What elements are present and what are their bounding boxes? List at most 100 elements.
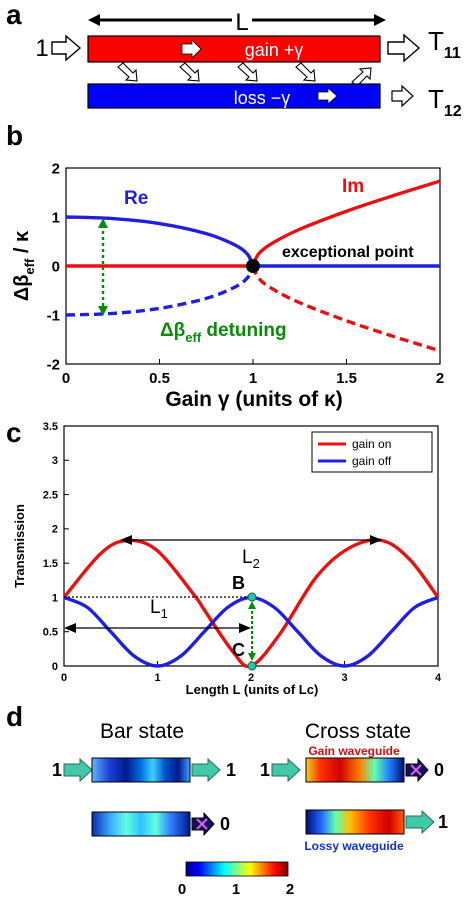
chart-c-ylabel: Transmission [12, 504, 27, 588]
y-tick-label: 2.5 [43, 489, 58, 501]
length-label: L [235, 9, 248, 36]
bar-input-arrow-icon [63, 757, 93, 783]
panel-a: a L 1 gain +γ loss −γ T11 T12 [6, 0, 462, 120]
x-tick-label: 3 [341, 672, 347, 684]
re-label: Re [124, 188, 148, 209]
input-arrow-icon [51, 34, 82, 62]
cross-lower-waveguide [305, 809, 405, 835]
legend-gain-off: gain off [352, 454, 392, 468]
bar-upper-waveguide [91, 757, 191, 783]
y-tick-label: 3.5 [43, 421, 58, 433]
x-tick-label: 2 [436, 370, 444, 387]
coupling-arrow-icon [237, 62, 258, 82]
coupling-arrows [117, 62, 372, 87]
y-tick-label: 2 [52, 160, 60, 177]
panel-b: b 0 0.5 1 1.5 2 -2 -1 0 1 2 Re Im exceptional poi… [6, 120, 444, 411]
l2-label: L2 [242, 547, 260, 571]
exceptional-point-marker [246, 259, 260, 273]
panel-c-label: c [6, 417, 22, 448]
x-tick-label: 1 [154, 672, 160, 684]
chart-c-ticks: 0 1 2 3 4 0 0.5 1 1.5 2 2.5 3 3.5 [43, 421, 442, 684]
detuning-arrowhead-up [98, 218, 108, 228]
bar-input-label: 1 [52, 760, 62, 780]
detuning-arrowhead-down [98, 306, 108, 316]
input-label: 1 [35, 35, 48, 62]
length-arrowhead-left [88, 14, 100, 26]
ep-label: exceptional point [282, 244, 414, 261]
colorbar-tick: 0 [178, 881, 186, 898]
coupling-arrow-icon [295, 62, 316, 82]
colorbar-tick: 1 [232, 881, 240, 898]
x-tick-label: 0.5 [149, 370, 170, 387]
lossy-waveguide-label: Lossy waveguide [304, 839, 404, 853]
length-arrowhead-right [374, 14, 386, 26]
series-line-1 [65, 265, 255, 317]
y-tick-label: 3 [52, 455, 58, 467]
x-tick-label: 0 [61, 672, 67, 684]
coupling-arrow-icon [117, 62, 138, 82]
x-tick-label: 0 [62, 370, 70, 387]
output-arrow-upper-icon [387, 33, 421, 63]
cross-input-label: 1 [260, 760, 270, 780]
y-tick-label: 0.5 [43, 627, 58, 639]
y-tick-label: -2 [47, 356, 60, 373]
panel-c: c 0 1 2 3 4 0 0.5 1 1.5 2 2.5 3 3.5 L2 L1 B C gain o… [6, 417, 442, 697]
output-t12: T12 [428, 84, 462, 120]
point-c-marker [247, 661, 257, 671]
chart-b-ticks: 0 0.5 1 1.5 2 -2 -1 0 1 2 [47, 160, 445, 387]
output-arrow-lower-icon [391, 84, 414, 108]
cross-lower-output-label: 1 [438, 812, 448, 832]
chart-b-xlabel: Gain γ (units of κ) [165, 388, 342, 411]
panel-d-label: d [6, 701, 23, 732]
cross-lower-output-arrow-icon [405, 809, 435, 835]
blocked-cross-icon [410, 764, 422, 776]
x-tick-label: 1.5 [336, 370, 357, 387]
y-tick-label: -1 [47, 307, 60, 324]
point-c-label: C [232, 640, 245, 660]
cross-state-title: Cross state [305, 720, 411, 743]
y-tick-label: 1.5 [43, 558, 58, 570]
im-label: Im [342, 176, 364, 197]
l1-arrowhead-right [239, 623, 251, 633]
colorbar [185, 861, 289, 877]
blocked-cross-icon [196, 818, 208, 830]
panel-b-label: b [6, 120, 23, 151]
y-tick-label: 2 [52, 524, 58, 536]
y-tick-label: 0 [52, 661, 58, 673]
coupling-arrow-icon [351, 67, 372, 87]
cross-upper-waveguide [305, 757, 405, 783]
loss-direction-arrow-icon [317, 87, 338, 105]
y-tick-label: 1 [52, 592, 58, 604]
chart-b-series [65, 179, 441, 353]
legend-gain-on: gain on [352, 437, 391, 451]
bc-arrowhead-up [248, 601, 256, 609]
detuning-label: Δβeff detuning [160, 320, 287, 345]
gain-direction-arrow-icon [181, 39, 202, 59]
gain-label: gain +γ [245, 40, 304, 60]
series-line-0 [65, 215, 255, 267]
x-tick-label: 4 [435, 672, 442, 684]
series-line-5 [251, 265, 441, 353]
output-t11: T11 [428, 26, 461, 62]
panel-a-label: a [6, 0, 22, 30]
x-tick-label: 2 [248, 672, 254, 684]
series-line-4 [251, 179, 441, 267]
chart-c-xlabel: Length L (units of Lc) [186, 682, 319, 697]
gain-waveguide [87, 35, 381, 63]
bar-output-arrow-icon [191, 757, 221, 783]
chart-b-ylabel: Δβeff / κ [11, 230, 37, 301]
bc-arrowhead-down [248, 653, 256, 661]
coupling-arrow-icon [179, 62, 200, 82]
y-tick-label: 0 [52, 258, 60, 275]
gain-waveguide-label: Gain waveguide [308, 744, 400, 758]
l2-arrowhead-left [120, 535, 132, 545]
chart-c-legend [311, 431, 433, 473]
loss-label: loss −γ [234, 88, 291, 108]
point-b-label: B [232, 573, 245, 593]
l1-label: L1 [150, 597, 168, 621]
l1-arrowhead-left [64, 623, 76, 633]
bar-lower-output-label: 0 [220, 814, 230, 834]
bar-output-label: 1 [226, 760, 236, 780]
cross-input-arrow-icon [271, 757, 301, 783]
